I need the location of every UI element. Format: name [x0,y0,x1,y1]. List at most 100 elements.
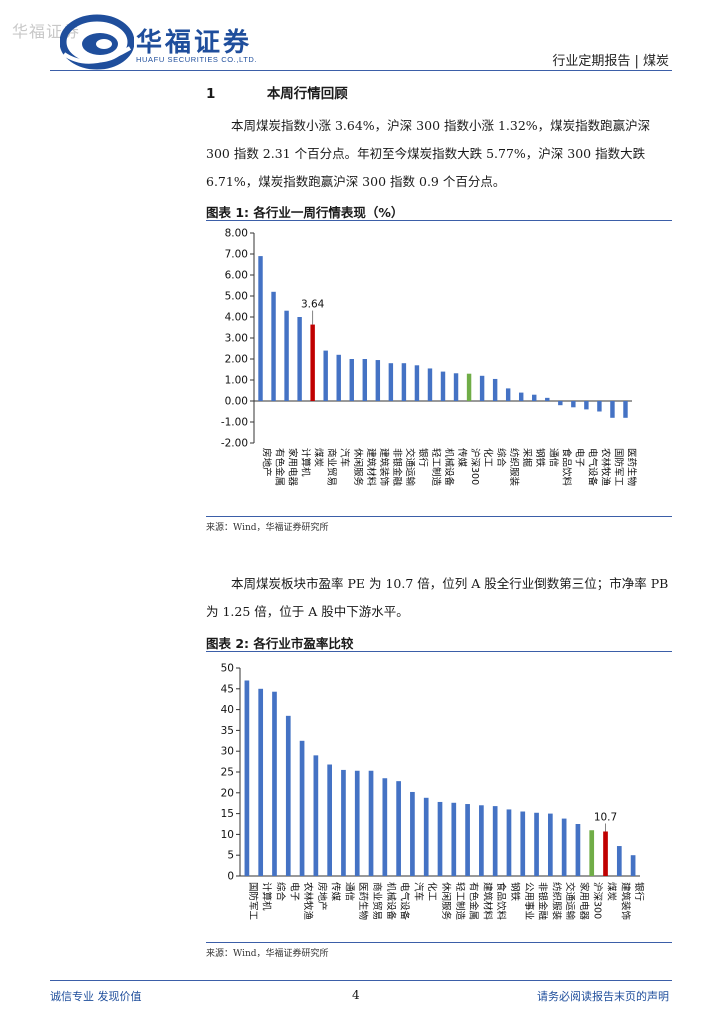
chart2-category-label: 综合 [274,882,286,902]
paragraph-2: 本周煤炭板块市盈率 PE 为 10.7 倍，位列 A 股全行业倒数第三位；市净率… [206,576,669,619]
chart1-y-tick-label: 7.00 [225,249,248,261]
chart1-annotation: 3.64 [301,299,325,311]
chart2-bar [299,740,305,876]
chart1-category-label: 有色金属 [274,448,286,486]
chart2-category-label: 传媒 [330,882,342,902]
chart1-category-label: 农林牧渔 [599,448,611,487]
chart1-category-label: 房地产 [261,448,273,477]
chart2-category-label: 医药生物 [357,882,369,921]
chart1-bar [610,401,615,418]
chart1-bar [571,401,576,408]
chart2-bar [272,691,277,876]
footer-disclaimer: 请务必阅读报告末页的声明 [537,990,669,1003]
chart1-category-label: 机械设备 [443,448,455,487]
chart2-y-tick-label: 10 [221,829,234,841]
figure-2-bottom-rule [206,942,672,943]
chart1-bar [440,371,446,401]
chart1-y-tick-label: 8.00 [225,228,248,240]
chart2-category-label: 食品饮料 [495,882,507,921]
chart1-bar [336,354,341,401]
chart2-category-label: 公用事业 [523,882,535,920]
section-number: 1 [206,86,216,102]
figure-2-source: 来源：Wind，华福证券研究所 [206,949,329,959]
chart1-category-label: 建筑装饰 [378,448,390,486]
chart1-category-label: 商业贸易 [326,448,338,486]
chart2-bar [465,804,470,876]
chart2-category-label: 建筑材料 [481,882,493,921]
chart1-category-label: 沪深300 [469,448,481,485]
chart2-bar [520,811,526,876]
chart1-category-label: 采掘 [521,448,533,467]
chart2-bar [341,769,346,876]
chart2-y-tick-label: 0 [227,871,234,883]
chart1-category-label: 汽车 [339,448,351,467]
chart1-bar [597,401,602,412]
chart2-category-label: 银行 [633,882,645,902]
chart2-bar [561,818,567,876]
chart2-y-tick-label: 20 [221,787,234,799]
footer-slogan: 诚信专业 发现价值 [50,990,142,1003]
chart1-bar [349,359,354,401]
chart2-category-label: 钢铁 [509,882,521,902]
chart2-annotation: 10.7 [594,811,617,823]
chart1-category-label: 非银金融 [391,448,403,487]
chart1-bar [297,317,302,401]
chart1-bar [401,363,407,401]
chart1-y-tick-label: -2.00 [221,438,248,450]
chart2-bar [285,715,291,876]
chart2-category-label: 国防军工 [247,882,259,921]
chart2-bar [492,806,498,876]
chart2-y-tick-label: 5 [227,850,234,862]
figure-1-bottom-rule [206,516,672,517]
chart1-category-label: 钢铁 [534,448,546,468]
chart2-y-tick-label: 25 [221,767,234,779]
chart2-y-tick-label: 30 [221,746,234,758]
chart1-category-label: 医药生物 [625,448,637,487]
chart1-category-label: 轻工制造 [430,448,442,487]
chart2-bar [451,802,457,876]
chart2-y-tick-label: 35 [221,725,234,737]
chart1-bar [258,256,263,401]
chart1-bar [518,392,524,401]
chart2-bar [548,813,553,876]
chart2-bar [354,770,360,876]
chart1-bar [532,394,537,401]
chart1-bar [271,291,276,401]
figure-1-chart: 8.00 7.00 6.00 5.00 4.00 3.00 2.00 1.00 0.00 -1.0… [221,228,638,487]
chart1-bar [284,310,289,401]
chart1-category-label: 食品饮料 [560,448,572,487]
chart1-bar [545,397,550,401]
chart2-category-label: 煤炭 [606,882,618,902]
chart2-bar [589,830,595,876]
chart1-category-label: 综合 [495,448,507,468]
footer-rule [50,980,672,981]
chart2-bar [258,688,264,876]
chart1-category-label: 煤炭 [313,448,325,468]
logo-text: 华福证券 [136,28,253,58]
paragraph-1: 本周煤炭指数小涨 3.64%，沪深 300 指数小涨 1.32%，煤炭指数跑赢沪… [206,118,651,189]
chart1-bar [479,375,485,401]
chart2-category-label: 汽车 [412,882,424,901]
chart2-category-label: 纺织服装 [550,882,562,921]
chart1-bar [453,373,459,401]
chart1-category-label: 家用电器 [287,448,299,487]
chart1-y-tick-label: 2.00 [225,354,248,366]
chart2-category-label: 计算机 [261,882,273,911]
chart1-bar [323,350,328,401]
chart1-category-label: 纺织服装 [508,448,520,487]
chart1-bar [466,373,472,401]
chart2-bar [327,764,332,876]
logo-subtitle: HUAFU SECURITIES CO.,LTD. [136,55,258,64]
chart2-bar [630,855,636,876]
chart2-y-tick-label: 45 [221,683,234,695]
chart1-bar [388,363,394,401]
chart2-category-label: 非银金融 [537,882,549,921]
chart1-y-tick-label: 4.00 [225,312,248,324]
chart2-bar [410,791,415,876]
chart1-category-label: 交通运输 [404,448,416,487]
chart2-category-label: 有色金属 [468,882,480,920]
chart2-category-label: 建筑装饰 [619,882,631,920]
chart1-y-tick-label: 1.00 [225,375,248,387]
chart2-bar [603,831,608,876]
